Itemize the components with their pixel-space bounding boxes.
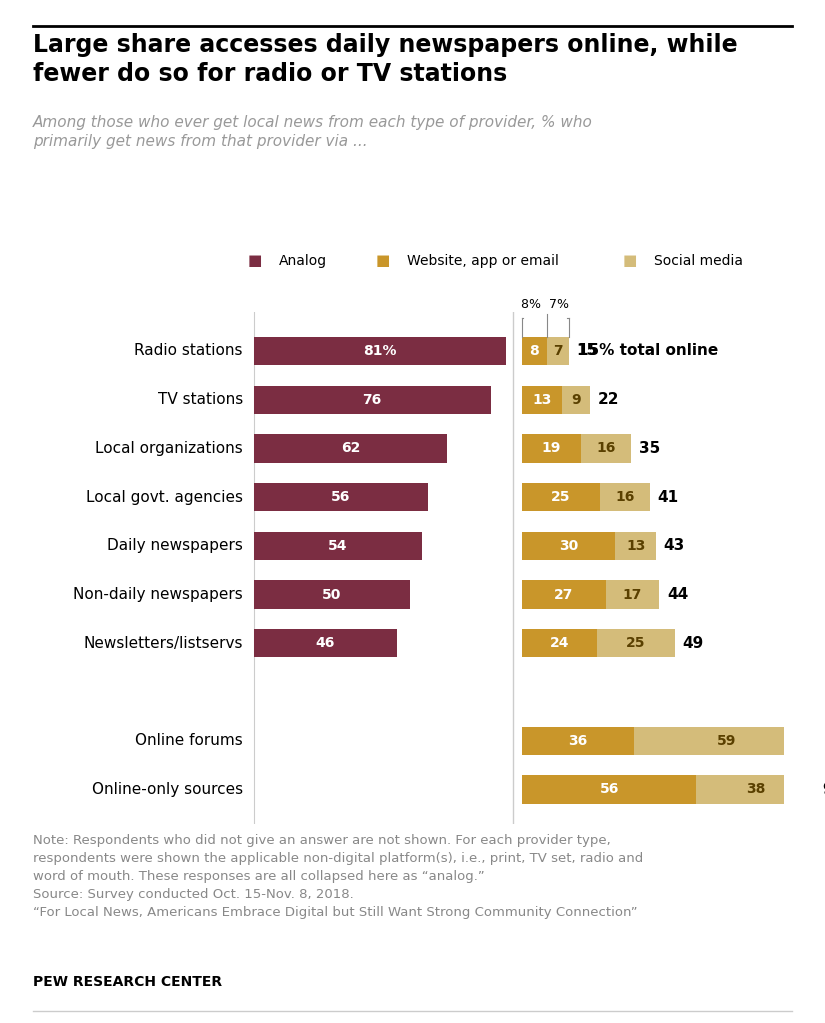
Bar xyxy=(522,726,634,755)
Text: 25: 25 xyxy=(626,636,645,651)
Text: Local organizations: Local organizations xyxy=(95,441,243,456)
Text: Non-daily newspapers: Non-daily newspapers xyxy=(73,587,243,603)
Bar xyxy=(547,337,568,365)
Bar xyxy=(696,775,815,803)
Text: 46: 46 xyxy=(316,636,335,651)
Text: Local govt. agencies: Local govt. agencies xyxy=(86,490,243,504)
Text: 56: 56 xyxy=(332,490,351,504)
Text: 19: 19 xyxy=(542,441,561,455)
Text: Daily newspapers: Daily newspapers xyxy=(107,538,243,553)
Bar xyxy=(522,580,606,609)
Text: 27: 27 xyxy=(554,587,573,602)
Text: Radio stations: Radio stations xyxy=(134,344,243,358)
Bar xyxy=(522,337,547,365)
Text: 17: 17 xyxy=(623,587,642,602)
Text: 49: 49 xyxy=(682,635,704,651)
Text: 13: 13 xyxy=(626,539,645,552)
Bar xyxy=(615,532,656,560)
Bar xyxy=(254,580,410,609)
Text: 43: 43 xyxy=(664,538,685,553)
Text: Large share accesses daily newspapers online, while
fewer do so for radio or TV : Large share accesses daily newspapers on… xyxy=(33,33,738,86)
Text: 13: 13 xyxy=(532,393,552,407)
Text: 9: 9 xyxy=(572,393,582,407)
Text: 36: 36 xyxy=(568,733,587,748)
Text: PEW RESEARCH CENTER: PEW RESEARCH CENTER xyxy=(33,975,222,989)
Text: ■: ■ xyxy=(375,254,389,268)
Text: 38: 38 xyxy=(746,783,766,797)
Bar xyxy=(522,629,596,658)
Text: 30: 30 xyxy=(559,539,578,552)
Text: 94: 94 xyxy=(823,782,825,797)
Text: 62: 62 xyxy=(341,441,360,455)
Text: 25: 25 xyxy=(551,490,571,504)
Bar xyxy=(563,386,591,414)
Bar xyxy=(522,483,600,512)
Text: 16: 16 xyxy=(596,441,615,455)
Text: TV stations: TV stations xyxy=(158,392,243,407)
Text: Note: Respondents who did not give an answer are not shown. For each provider ty: Note: Respondents who did not give an an… xyxy=(33,834,644,919)
Bar xyxy=(254,483,428,512)
Bar xyxy=(254,629,397,658)
Bar xyxy=(522,386,563,414)
Bar xyxy=(600,483,650,512)
Text: 8: 8 xyxy=(530,344,540,358)
Bar xyxy=(254,532,422,560)
Text: 15: 15 xyxy=(577,344,597,358)
Text: 44: 44 xyxy=(667,587,688,603)
Text: 22: 22 xyxy=(598,392,620,407)
Text: Analog: Analog xyxy=(279,254,327,268)
Bar xyxy=(634,726,818,755)
Text: 35: 35 xyxy=(639,441,660,456)
Bar xyxy=(254,386,491,414)
Bar xyxy=(606,580,659,609)
Bar xyxy=(254,337,507,365)
Bar xyxy=(522,435,581,462)
Text: 56: 56 xyxy=(600,783,619,797)
Text: 54: 54 xyxy=(328,539,347,552)
Bar xyxy=(581,435,631,462)
Text: 24: 24 xyxy=(549,636,569,651)
Text: 8%  7%: 8% 7% xyxy=(521,298,569,311)
Text: 7: 7 xyxy=(553,344,563,358)
Text: Among those who ever get local news from each type of provider, % who
primarily : Among those who ever get local news from… xyxy=(33,115,593,149)
Bar xyxy=(596,629,675,658)
Text: 50: 50 xyxy=(322,587,342,602)
Text: 76: 76 xyxy=(362,393,382,407)
Bar xyxy=(522,775,696,803)
Text: 15% total online: 15% total online xyxy=(578,344,719,358)
Text: 81%: 81% xyxy=(363,344,397,358)
Text: ■: ■ xyxy=(623,254,637,268)
Bar xyxy=(254,435,447,462)
Text: 41: 41 xyxy=(658,490,679,504)
Text: 16: 16 xyxy=(615,490,634,504)
Text: Website, app or email: Website, app or email xyxy=(407,254,559,268)
Text: 59: 59 xyxy=(716,733,736,748)
Text: Online forums: Online forums xyxy=(135,733,243,748)
Text: ■: ■ xyxy=(248,254,262,268)
Bar xyxy=(522,532,615,560)
Text: Online-only sources: Online-only sources xyxy=(92,782,243,797)
Text: Newsletters/listservs: Newsletters/listservs xyxy=(83,635,243,651)
Text: Social media: Social media xyxy=(654,254,743,268)
